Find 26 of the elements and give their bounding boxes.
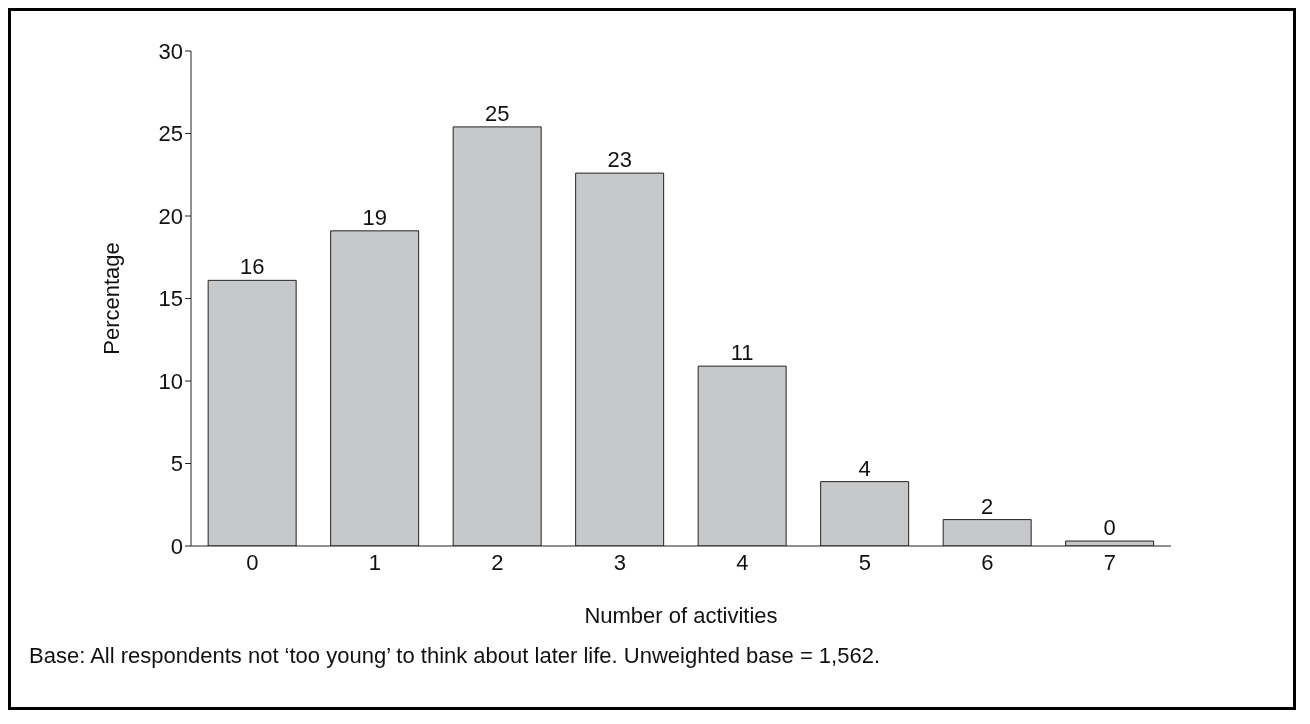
x-tick-label: 0	[246, 549, 259, 575]
text: Base: All respondents not ‘too young’ to think about later life. Unweighted base = 1,562.	[29, 643, 881, 669]
x-tick-label: 2	[491, 549, 504, 575]
data-label: 16	[239, 254, 265, 280]
y-tick-label: 20	[158, 203, 183, 229]
y-axis-title: Percentage	[98, 242, 124, 355]
y-tick-label: 25	[158, 121, 183, 147]
y-tick-label: 0	[170, 533, 183, 559]
data-label: 4	[858, 455, 871, 481]
x-tick-label: 7	[1103, 549, 1116, 575]
data-label: 2	[981, 493, 994, 519]
x-tick-label: 3	[613, 549, 626, 575]
y-tick-label: 15	[158, 286, 183, 312]
x-tick-label: 1	[368, 549, 381, 575]
data-label: 25	[484, 100, 510, 126]
x-tick-label: 4	[736, 549, 749, 575]
data-label: 19	[362, 204, 387, 230]
y-tick-label: 30	[158, 38, 183, 64]
x-axis-title: Number of activities	[584, 603, 778, 628]
y-tick-label: 5	[170, 451, 183, 477]
data-label: 0	[1103, 515, 1116, 541]
x-tick-label: 6	[981, 549, 994, 575]
data-label: 23	[607, 147, 632, 173]
y-tick-label: 10	[158, 368, 183, 394]
data-label: 11	[730, 340, 754, 366]
x-tick-label: 5	[858, 549, 871, 575]
